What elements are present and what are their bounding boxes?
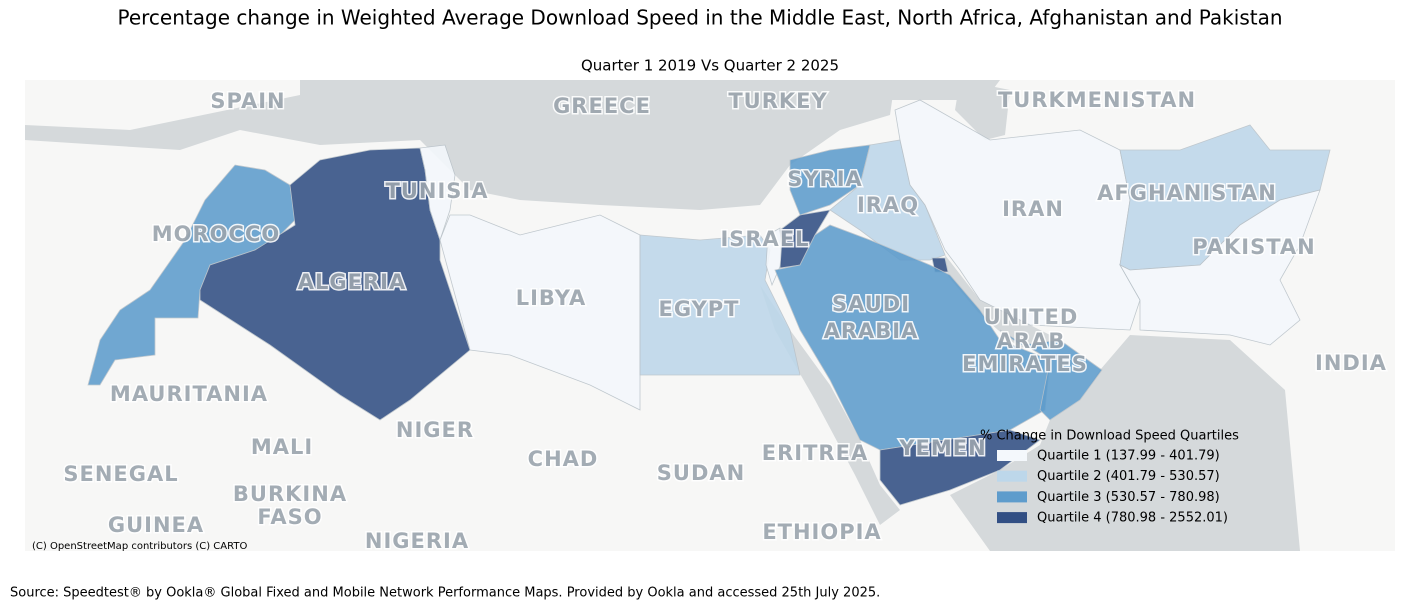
yemen [879, 429, 1041, 506]
map-label: SPAIN [210, 89, 285, 113]
subtitle: Quarter 1 2019 Vs Quarter 2 2025 [581, 57, 839, 75]
pakistan [1118, 189, 1321, 346]
map-label: TURKMENISTAN [998, 88, 1196, 112]
map-label: UNITED [984, 305, 1079, 329]
red-sea [760, 285, 900, 525]
map-label: SAUDI [832, 292, 910, 316]
legend-title: % Change in Download Speed Quartiles [980, 429, 1239, 444]
arabian-sea [950, 335, 1300, 551]
map-label: EMIRATES [962, 352, 1088, 376]
legend-label: Quartile 3 (530.57 - 780.98) [1037, 490, 1220, 505]
map-label: MOROCCO [152, 222, 280, 246]
map-label: EGYPT [658, 297, 739, 321]
map-label: GUINEA [108, 513, 204, 537]
map-label: TUNISIA [386, 179, 489, 203]
map-label: MAURITANIA [110, 382, 268, 406]
saudi-arabia [774, 224, 1051, 451]
map-label: CHAD [528, 447, 599, 471]
title: Percentage change in Weighted Average Do… [117, 6, 1282, 30]
map-labels: SPAIN GREECE TURKEY TURKMENISTAN MOROCCO… [62, 87, 1388, 555]
legend: % Change in Download Speed Quartiles Qua… [980, 429, 1239, 526]
map-label: SUDAN [657, 461, 745, 485]
map-label: ETHIOPIA [762, 520, 881, 544]
map-label: SENEGAL [63, 462, 178, 486]
legend-swatch [997, 450, 1027, 461]
map-label: BURKINA [233, 482, 347, 506]
map-label: GREECE [553, 94, 651, 118]
map-label: PAKISTAN [1192, 235, 1315, 259]
source: Source: Speedtest® by Ookla® Global Fixe… [10, 586, 880, 601]
legend-swatch [997, 512, 1027, 524]
attribution: (C) OpenStreetMap contributors (C) CARTO [32, 541, 247, 552]
map-label: INDIA [1315, 351, 1387, 375]
legend-label: Quartile 1 (137.99 - 401.79) [1037, 449, 1220, 464]
map-label: NIGERIA [365, 529, 469, 553]
persian-gulf [945, 255, 1060, 348]
map-label: ARAB [997, 329, 1066, 353]
map-label: NIGER [396, 418, 474, 442]
caspian [955, 80, 1010, 140]
map-label: ERITREA [762, 441, 868, 465]
map-label: IRAN [1002, 197, 1064, 221]
tunisia [419, 144, 456, 242]
map-label: SYRIA [787, 167, 863, 191]
map-label: IRAQ [857, 193, 919, 217]
morocco [87, 164, 296, 386]
legend-label: Quartile 4 (780.98 - 2552.01) [1037, 511, 1228, 526]
map-label: ARABIA [824, 319, 919, 343]
map-label: MALI [251, 435, 313, 459]
map-label: LIBYA [516, 286, 587, 310]
map: SPAIN GREECE TURKEY TURKMENISTAN MOROCCO… [25, 80, 1395, 555]
legend-swatch [997, 491, 1027, 503]
map-label: FASO [257, 505, 322, 529]
map-label: YEMEN [898, 436, 986, 460]
map-label: TURKEY [728, 89, 827, 113]
syria [789, 144, 871, 216]
map-label: AFGHANISTAN [1097, 181, 1277, 205]
map-label: ISRAEL [720, 227, 809, 251]
egypt [639, 234, 801, 376]
map-label: ALGERIA [298, 270, 406, 294]
legend-label: Quartile 2 (401.79 - 530.57) [1037, 469, 1220, 484]
oman-uae [999, 329, 1103, 421]
mediterranean [25, 80, 895, 210]
legend-swatch [997, 470, 1027, 482]
